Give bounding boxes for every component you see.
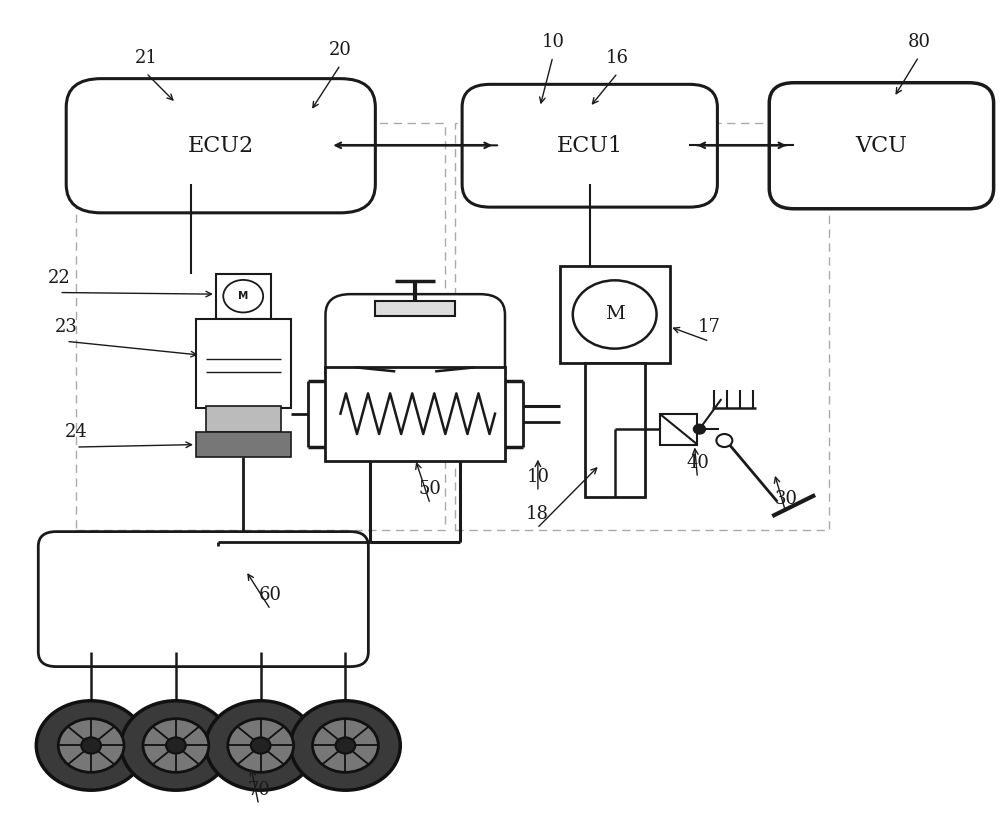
Circle shape xyxy=(573,281,657,348)
Text: 24: 24 xyxy=(65,424,88,441)
Circle shape xyxy=(81,738,101,753)
Text: 23: 23 xyxy=(55,317,78,335)
FancyBboxPatch shape xyxy=(66,78,375,213)
Text: ECU1: ECU1 xyxy=(557,135,623,157)
Text: 20: 20 xyxy=(329,41,352,60)
Bar xyxy=(216,274,271,318)
Circle shape xyxy=(716,434,732,447)
Text: VCU: VCU xyxy=(856,135,907,157)
Bar xyxy=(560,266,670,363)
Circle shape xyxy=(313,719,378,772)
Bar xyxy=(196,432,291,457)
Bar xyxy=(375,301,455,316)
Bar xyxy=(455,123,829,530)
Bar xyxy=(325,367,505,461)
FancyBboxPatch shape xyxy=(769,82,994,209)
Circle shape xyxy=(291,701,400,790)
Text: 10: 10 xyxy=(526,468,549,486)
Text: 18: 18 xyxy=(525,505,548,523)
FancyBboxPatch shape xyxy=(38,531,368,667)
Circle shape xyxy=(223,280,263,313)
Text: 10: 10 xyxy=(541,33,564,51)
Text: 17: 17 xyxy=(698,317,721,335)
Text: 40: 40 xyxy=(686,455,709,472)
Circle shape xyxy=(228,719,294,772)
Text: 21: 21 xyxy=(135,49,157,67)
Bar xyxy=(196,318,291,408)
Text: 30: 30 xyxy=(775,490,798,508)
Circle shape xyxy=(121,701,231,790)
Circle shape xyxy=(693,424,705,434)
Text: 80: 80 xyxy=(907,33,930,51)
Circle shape xyxy=(58,719,124,772)
Text: M: M xyxy=(605,305,625,323)
Text: 16: 16 xyxy=(606,49,629,67)
Text: 60: 60 xyxy=(259,586,282,604)
Text: 22: 22 xyxy=(48,269,71,287)
Text: 70: 70 xyxy=(247,781,270,799)
Circle shape xyxy=(251,738,271,753)
Circle shape xyxy=(143,719,209,772)
Circle shape xyxy=(336,738,355,753)
Bar xyxy=(206,406,281,432)
Circle shape xyxy=(166,738,186,753)
Circle shape xyxy=(36,701,146,790)
Bar xyxy=(660,414,697,445)
Bar xyxy=(585,363,645,498)
FancyBboxPatch shape xyxy=(462,84,717,207)
Text: ECU2: ECU2 xyxy=(188,135,254,157)
Bar xyxy=(76,123,445,530)
Circle shape xyxy=(206,701,316,790)
Text: M: M xyxy=(238,291,248,301)
FancyBboxPatch shape xyxy=(325,294,505,392)
Text: 50: 50 xyxy=(419,481,442,499)
